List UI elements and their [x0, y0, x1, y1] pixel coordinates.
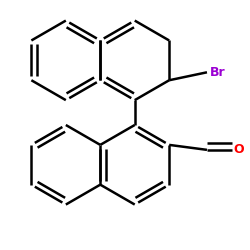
Text: Br: Br: [210, 66, 226, 79]
Text: O: O: [234, 143, 244, 156]
